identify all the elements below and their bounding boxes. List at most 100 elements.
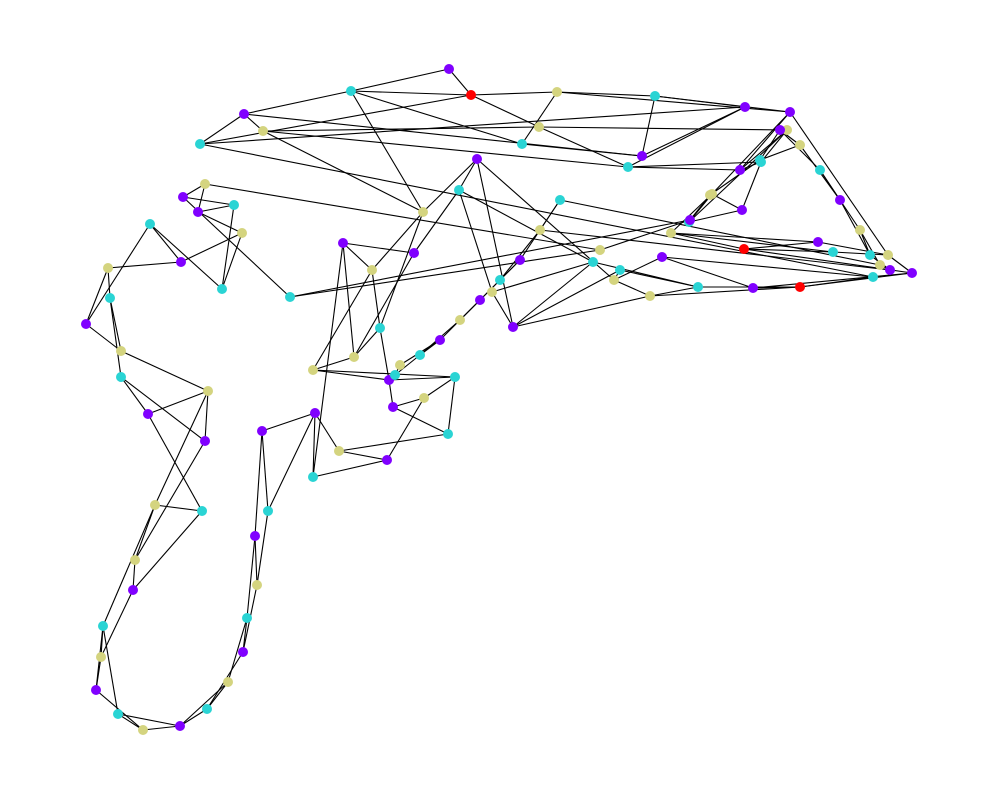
graph-node-cyan [145, 219, 155, 229]
graph-node-cyan [588, 257, 598, 267]
graph-node-cyan [828, 247, 838, 257]
graph-edge [142, 725, 181, 731]
graph-node-purple [143, 409, 153, 419]
graph-node-olive [419, 393, 429, 403]
graph-node-cyan [195, 139, 205, 149]
graph-edge [641, 106, 746, 157]
graph-edge [149, 223, 223, 290]
graph-node-cyan [693, 282, 703, 292]
graph-edge [312, 269, 373, 371]
graph-edge [491, 291, 514, 328]
graph-node-cyan [755, 155, 765, 165]
graph-node-olive [395, 360, 405, 370]
graph-edge [839, 199, 871, 256]
graph-node-purple [685, 215, 695, 225]
graph-edge [179, 681, 229, 727]
graph-node-purple [310, 408, 320, 418]
graph-edge [197, 211, 243, 234]
graph-edge [521, 91, 558, 145]
graph-edge [262, 126, 540, 132]
graph-edge [741, 161, 762, 211]
graph-edge [338, 433, 449, 452]
graph-edge [85, 223, 151, 325]
graph-edge [350, 68, 450, 92]
graph-edge [149, 223, 182, 263]
graph-edge [154, 390, 209, 506]
graph-edge [314, 412, 340, 452]
graph-node-olive [349, 352, 359, 362]
graph-node-purple [178, 192, 188, 202]
graph-edge [413, 189, 460, 254]
graph-node-olive [609, 275, 619, 285]
graph-edge [267, 412, 316, 512]
graph-edge [147, 413, 203, 512]
graph-edge [661, 256, 754, 289]
graph-edge [199, 94, 472, 145]
graph-node-olive [455, 315, 465, 325]
graph-node-purple [388, 402, 398, 412]
graph-edge [538, 126, 788, 131]
graph-edge [458, 189, 493, 293]
graph-edge [134, 504, 156, 561]
graph-node-cyan [615, 265, 625, 275]
graph-node-olive [552, 87, 562, 97]
graph-edge [221, 204, 235, 290]
graph-edge [688, 209, 743, 223]
graph-edge [109, 297, 122, 378]
graph-edge [107, 261, 182, 269]
graph-edge [670, 232, 745, 250]
graph-node-olive [130, 555, 140, 565]
graph-edge [120, 376, 206, 442]
graph-node-cyan [197, 506, 207, 516]
graph-node-cyan [623, 162, 633, 172]
graph-node-purple [907, 268, 917, 278]
graph-edge [221, 232, 243, 290]
graph-edge [312, 412, 316, 478]
graph-edge [423, 376, 456, 399]
graph-node-olive [258, 126, 268, 136]
graph-edge [134, 440, 206, 561]
graph-edges [85, 68, 913, 731]
graph-edge [649, 286, 699, 297]
graph-edge [539, 229, 891, 271]
graph-edge [132, 559, 136, 591]
graph-edge [262, 130, 629, 168]
graph-edge [353, 327, 381, 358]
graph-edge [752, 272, 913, 289]
graph-edge [760, 129, 788, 163]
graph-edge [448, 68, 472, 96]
graph-edge [100, 589, 134, 658]
graph-edge [789, 111, 889, 256]
graph-edge [394, 354, 421, 376]
graph-node-purple [508, 322, 518, 332]
graph-node-red [466, 90, 476, 100]
graph-edge [613, 256, 663, 281]
graph-edge [147, 390, 209, 415]
graph-edge [859, 229, 881, 266]
graph-edge [353, 252, 415, 358]
graph-edge [538, 126, 629, 168]
graph-edge [120, 376, 149, 415]
graph-node-olive [308, 365, 318, 375]
graph-node-purple [382, 455, 392, 465]
graph-node-cyan [517, 139, 527, 149]
graph-node-cyan [98, 621, 108, 631]
graph-edge [242, 617, 248, 653]
graph-edge [641, 95, 656, 157]
graph-edge [342, 242, 373, 271]
graph-edge [470, 91, 558, 96]
graph-node-purple [813, 237, 823, 247]
graph-edge [711, 111, 791, 195]
graph-node-cyan [116, 372, 126, 382]
graph-edge [556, 91, 656, 97]
graph-edge [512, 295, 651, 328]
graph-edge [243, 90, 352, 115]
graph-node-purple [637, 151, 647, 161]
graph-edge [559, 199, 881, 266]
graph-node-cyan [217, 284, 227, 294]
graph-edge [689, 194, 711, 221]
graph-node-olive [237, 228, 247, 238]
graph-node-olive [334, 446, 344, 456]
graph-node-purple [128, 585, 138, 595]
graph-node-olive [252, 580, 262, 590]
